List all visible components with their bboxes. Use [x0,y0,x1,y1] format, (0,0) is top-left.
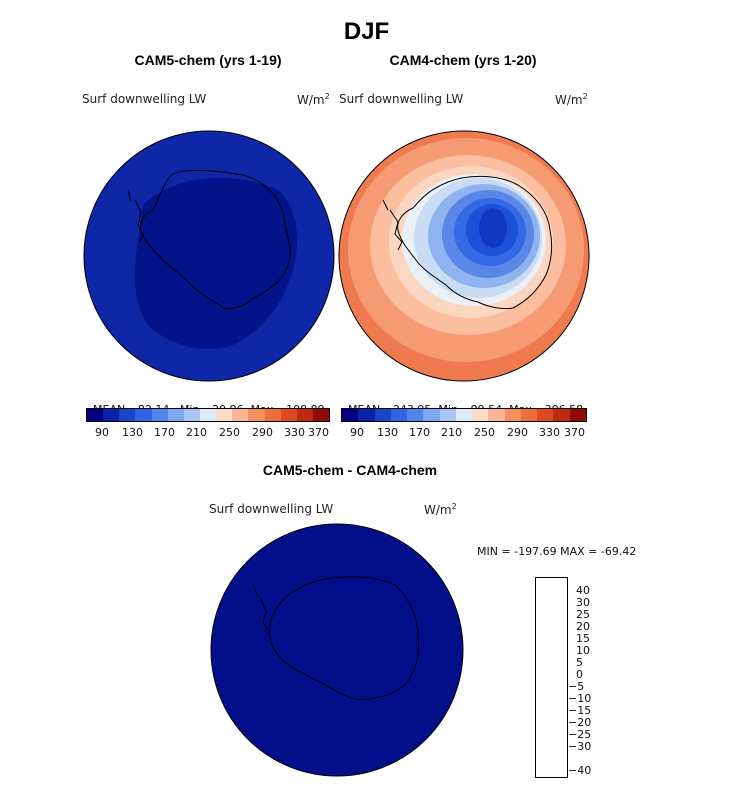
colorbar-2-ticks: 90 130 170 210 250 290 330 370 [341,426,587,440]
colorbar-3-tick: −5 [568,680,585,693]
colorbar-1-tick: 290 [252,426,273,439]
colorbar-3-tick: −30 [568,740,592,753]
colorbar-2-tick: 90 [350,426,364,439]
colorbar-1-tick: 130 [122,426,143,439]
colorbar-swatch [103,409,120,421]
panel3-units: W/m2 [424,502,457,517]
panel1-variable: Surf downwelling LW [82,92,207,106]
colorbar-3-tick: 40 [576,584,590,597]
colorbar-swatch [264,409,281,421]
colorbar-1-tick: 250 [219,426,240,439]
colorbar-swatch [537,409,554,421]
panel3-minmax: MIN = -197.69 MAX = -69.42 [477,545,637,558]
panel2-title: CAM4-chem (yrs 1-20) [389,52,537,68]
panel1-coastline [140,169,291,309]
colorbar-3-tick: −40 [568,764,592,777]
panel2-field-contour [479,208,507,248]
colorbar-swatch [87,409,104,421]
page-title: DJF [343,18,390,45]
panel1-map [83,130,335,382]
colorbar-swatch [553,409,570,421]
colorbar-3-tick: 15 [576,632,590,645]
panel3-peninsula [253,586,271,634]
colorbar-swatch [312,409,330,421]
panel1-units: W/m2 [297,92,330,107]
colorbar-swatch [374,409,391,421]
colorbar-3-tick: −25 [568,728,592,741]
panel2-map [338,130,590,382]
panel2-peninsula [382,199,403,251]
colorbar-swatch [390,409,408,421]
colorbar-swatch [488,409,505,421]
colorbar-swatch [407,409,424,421]
panel3-variable: Surf downwelling LW [209,502,334,516]
colorbar-swatch [455,409,473,421]
colorbar-swatch [216,409,233,421]
panel1-frame [83,130,335,382]
colorbar-2-tick: 290 [507,426,528,439]
colorbar-1-tick: 90 [95,426,109,439]
colorbar-3-tick: 25 [576,608,590,621]
colorbar-1 [86,408,330,422]
panel3-frame [210,523,464,777]
colorbar-1-tick: 170 [154,426,175,439]
colorbar-3-tick: −20 [568,716,592,729]
colorbar-swatch [280,409,297,421]
colorbar-3-tick: −10 [568,692,592,705]
colorbar-3-tick: 10 [576,644,590,657]
colorbar-swatch [342,409,359,421]
colorbar-swatch [358,409,375,421]
colorbar-swatch [472,409,489,421]
colorbar-2-tick: 210 [441,426,462,439]
panel3-field [211,524,463,776]
panel2-coastline [397,175,553,310]
panel3-title: CAM5-chem - CAM4-chem [262,462,438,478]
colorbar-swatch [423,409,440,421]
panel1-peninsula [127,189,144,243]
colorbar-3-ticks: 40 30 25 20 15 10 5 0 −5 −10 −15 −20 −25… [568,577,612,787]
colorbar-swatch [119,409,136,421]
colorbar-3-tick: 30 [576,596,590,609]
colorbar-3-tick: 0 [576,668,583,681]
colorbar-swatch [232,409,249,421]
colorbar-3-tick: 20 [576,620,590,633]
colorbar-swatch [183,409,200,421]
colorbar-swatch [504,409,521,421]
colorbar-3-tick: −15 [568,704,592,717]
panel2-units: W/m2 [555,92,588,107]
colorbar-1-tick: 370 [308,426,329,439]
colorbar-swatch [151,409,168,421]
panel3-map [210,523,464,777]
panel1-title: CAM5-chem (yrs 1-19) [134,52,282,68]
colorbar-3 [535,577,568,778]
colorbar-1-ticks: 90 130 170 210 250 290 330 370 [86,426,330,440]
colorbar-1-tick: 210 [186,426,207,439]
panel3-coastline [268,576,419,700]
colorbar-swatch [296,409,313,421]
colorbar-2-tick: 330 [539,426,560,439]
colorbar-swatch [167,409,184,421]
colorbar-1-tick: 330 [284,426,305,439]
colorbar-swatch [248,409,265,421]
colorbar-swatch [569,409,586,421]
colorbar-2-tick: 370 [564,426,585,439]
colorbar-swatch [439,409,456,421]
panel1-land-field [135,178,298,349]
colorbar-2-tick: 250 [474,426,495,439]
colorbar-swatch [135,409,152,421]
colorbar-3-tick: 5 [576,656,583,669]
colorbar-swatch [199,409,217,421]
colorbar-2 [341,408,587,422]
colorbar-swatch [520,409,538,421]
panel2-frame [338,130,590,382]
colorbar-2-tick: 130 [377,426,398,439]
panel2-variable: Surf downwelling LW [339,92,464,106]
colorbar-2-tick: 170 [409,426,430,439]
